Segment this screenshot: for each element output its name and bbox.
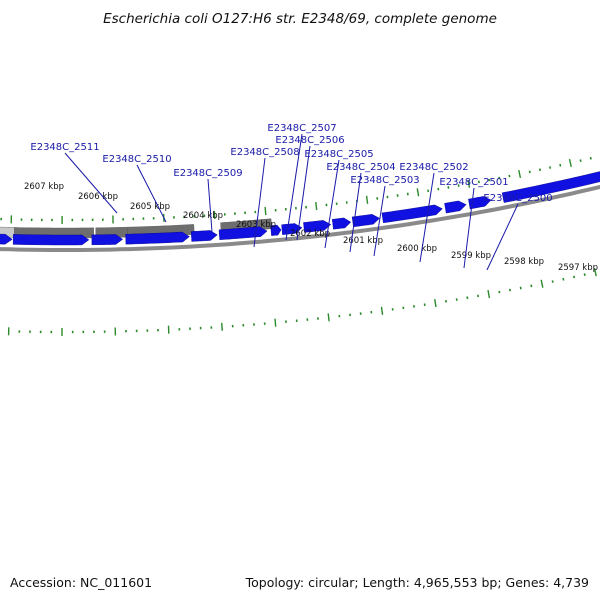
kbp-label: 2606 kbp [78, 192, 118, 202]
gene-label: E2348C_2505 [304, 149, 373, 160]
map-title: Escherichia coli O127:H6 str. E2348/69, … [103, 11, 497, 27]
gene-leader-line [253, 157, 266, 248]
outer-tick-ring [0, 154, 600, 224]
tick-mark [380, 306, 384, 315]
kbp-label: 2601 kbp [343, 236, 383, 246]
gene-label: E2348C_2510 [102, 154, 171, 165]
forward-gene [303, 220, 332, 233]
kbp-label: 2597 kbp [558, 263, 598, 273]
kbp-label: 2599 kbp [451, 251, 491, 261]
gene-leader-line [296, 145, 311, 241]
forward-gene [125, 231, 190, 245]
kbp-label: 2600 kbp [397, 244, 437, 254]
inner-tick-ring [7, 268, 597, 336]
kbp-label: 2604 kbp [183, 211, 223, 221]
tick-mark [538, 168, 541, 172]
tick-mark [583, 273, 586, 276]
gene-leader-line [419, 172, 435, 263]
tick-mark [467, 179, 471, 188]
tick-mark [518, 169, 522, 179]
genome-backbone [0, 184, 600, 252]
tick-mark [593, 268, 597, 277]
tick-mark [530, 284, 533, 288]
gene-leader-line [285, 133, 303, 241]
gene-label: E2348C_2508 [230, 147, 299, 158]
gene-label: E2348C_2500 [483, 193, 552, 204]
tick-mark [498, 176, 501, 180]
kbp-label: 2602 kbp [290, 229, 330, 239]
gene-label: E2348C_2509 [173, 168, 242, 179]
accession-text: Accession: NC_011601 [10, 575, 152, 590]
forward-gene [0, 233, 13, 245]
gene-label: E2348C_2501 [439, 177, 508, 188]
tick-mark [573, 275, 576, 279]
tick-mark [487, 289, 491, 299]
tick-mark [549, 166, 552, 169]
gene-leader-line [349, 172, 362, 253]
tick-mark [315, 202, 318, 211]
tick-mark [274, 318, 277, 327]
forward-strand-genes [0, 171, 600, 246]
gene-leader-line [207, 178, 213, 233]
tick-mark [498, 290, 501, 294]
kbp-label: 2605 kbp [130, 202, 170, 212]
tick-mark [568, 158, 572, 168]
kbp-label: 2607 kbp [24, 182, 64, 192]
gene-leader-line [64, 152, 118, 214]
tick-mark [221, 322, 223, 331]
gene-label: E2348C_2506 [275, 135, 344, 146]
gene-leader-line [136, 164, 167, 223]
gene-leader-line [373, 185, 386, 257]
kbp-label: 2598 kbp [504, 257, 544, 267]
gene-label: E2348C_2503 [350, 175, 419, 186]
forward-gene [381, 204, 443, 224]
forward-gene [270, 224, 282, 236]
tick-mark [508, 174, 511, 178]
tick-mark [434, 298, 437, 308]
forward-gene [91, 234, 124, 245]
forward-gene [12, 234, 90, 246]
tick-mark [466, 296, 469, 300]
forward-gene [501, 171, 600, 203]
gene-label: E2348C_2504 [326, 162, 395, 173]
forward-gene [444, 200, 467, 214]
tick-mark [551, 280, 554, 283]
gene-label: E2348C_2511 [30, 142, 99, 153]
tick-mark [327, 313, 330, 322]
forward-gene [468, 196, 492, 210]
forward-gene [331, 217, 352, 230]
forward-gene [190, 230, 218, 242]
kbp-label: 2603 kbp [236, 220, 276, 230]
gene-leader-line [324, 159, 340, 249]
tick-mark [540, 279, 544, 288]
tick-mark [264, 207, 267, 216]
genome-summary-text: Topology: circular; Length: 4,965,553 bp… [245, 575, 589, 590]
tick-mark [589, 156, 592, 160]
tick-mark [579, 159, 582, 163]
tick-mark [528, 170, 531, 174]
gene-leader-line [486, 203, 519, 271]
gene-leader-line [463, 187, 475, 269]
gene-label: E2348C_2507 [267, 123, 336, 134]
tick-mark [559, 163, 562, 167]
gene-label: E2348C_2502 [399, 162, 468, 173]
forward-gene [351, 214, 380, 228]
tick-mark [365, 195, 369, 204]
tick-mark [213, 211, 216, 220]
tick-mark [562, 277, 565, 281]
kbp-tick-labels: 2607 kbp 2606 kbp 2605 kbp 2604 kbp 2603 kbp… [24, 182, 598, 273]
tick-mark [416, 188, 420, 197]
